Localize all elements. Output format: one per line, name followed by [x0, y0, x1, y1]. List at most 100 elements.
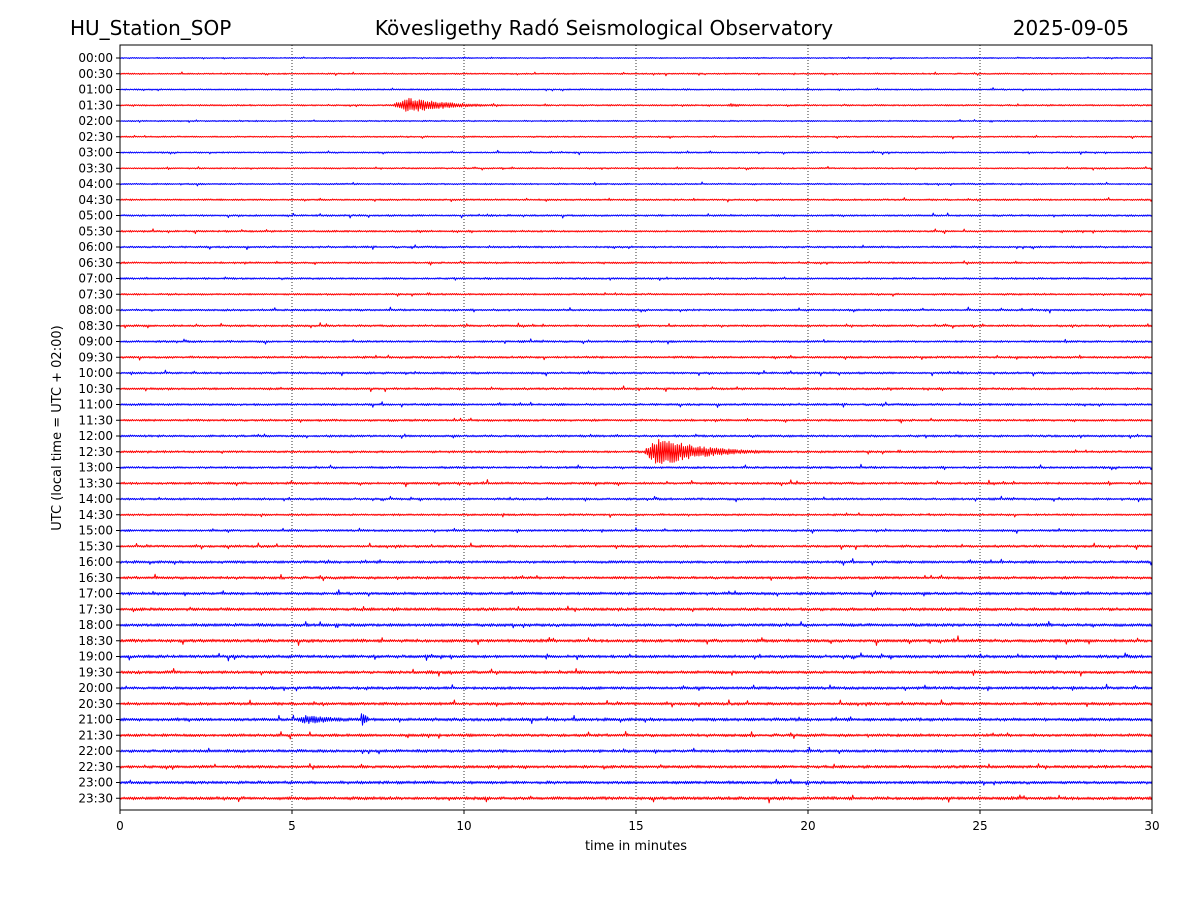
trace-rows: [119, 56, 1153, 804]
y-tick-label: 01:00: [78, 83, 113, 97]
trace-row-1100: [119, 401, 1153, 408]
y-axis-label: UTC (local time = UTC + 02:00): [50, 325, 65, 530]
trace-row-1830: [119, 635, 1153, 646]
trace-row-2130: [119, 730, 1153, 740]
trace-row-1400: [119, 495, 1153, 503]
y-tick-label: 19:00: [78, 650, 113, 664]
y-tick-label: 23:30: [78, 791, 113, 805]
trace-row-1530: [119, 542, 1153, 550]
y-tick-label: 06:30: [78, 256, 113, 270]
x-tick-label: 15: [628, 819, 643, 833]
trace-row-0500: [119, 212, 1153, 219]
y-tick-label: 22:30: [78, 760, 113, 774]
trace-row-0830: [119, 322, 1153, 329]
trace-row-1500: [119, 527, 1153, 534]
y-tick-label: 20:30: [78, 697, 113, 711]
y-tick-label: 01:30: [78, 98, 113, 112]
y-tick-label: 13:30: [78, 476, 113, 490]
y-tick-label: 15:30: [78, 539, 113, 553]
y-tick-label: 11:30: [78, 413, 113, 427]
observatory-title: Kövesligethy Radó Seismological Observat…: [375, 16, 833, 40]
y-tick-label: 09:00: [78, 335, 113, 349]
y-tick-label: 21:30: [78, 728, 113, 742]
x-tick-label: 20: [800, 819, 815, 833]
x-tick-label: 30: [1144, 819, 1159, 833]
y-tick-label: 08:00: [78, 303, 113, 317]
y-tick-label: 07:30: [78, 287, 113, 301]
y-tick-label: 19:30: [78, 665, 113, 679]
y-tick-label: 04:00: [78, 177, 113, 191]
y-tick-label: 12:30: [78, 445, 113, 459]
y-tick-label: 23:00: [78, 776, 113, 790]
trace-row-1630: [119, 573, 1153, 582]
trace-row-0000: [119, 56, 1153, 60]
y-tick-label: 17:00: [78, 587, 113, 601]
trace-row-2200: [119, 746, 1153, 755]
y-tick-label: 18:00: [78, 618, 113, 632]
y-tick-label: 02:30: [78, 130, 113, 144]
trace-row-1700: [119, 589, 1153, 598]
trace-row-2330: [119, 794, 1153, 804]
trace-row-1930: [119, 667, 1153, 677]
y-tick-label: 06:00: [78, 240, 113, 254]
y-tick-label: 03:30: [78, 161, 113, 175]
trace-row-1730: [119, 605, 1153, 613]
trace-row-1300: [119, 463, 1153, 471]
trace-row-0900: [119, 338, 1153, 345]
y-tick-label: 11:00: [78, 398, 113, 412]
y-tick-label: 14:00: [78, 492, 113, 506]
y-tick-label: 10:00: [78, 366, 113, 380]
trace-row-2100: [119, 713, 1153, 726]
x-axis-label: time in minutes: [585, 839, 687, 854]
trace-row-1230: [119, 439, 1153, 464]
y-tick-label: 20:00: [78, 681, 113, 695]
trace-row-2030: [119, 699, 1153, 708]
chart-date: 2025-09-05: [1013, 16, 1129, 40]
trace-row-1030: [119, 385, 1153, 393]
trace-row-1130: [119, 417, 1153, 424]
x-axis-ticks: 0 5 10 15 20 25 30: [116, 810, 1160, 833]
trace-row-0200: [119, 119, 1153, 123]
trace-row-0230: [119, 134, 1153, 140]
y-tick-label: 07:00: [78, 272, 113, 286]
trace-row-0930: [119, 354, 1153, 361]
y-tick-label: 17:30: [78, 602, 113, 616]
y-tick-label: 16:30: [78, 571, 113, 585]
trace-row-2230: [119, 763, 1153, 770]
trace-row-1000: [119, 369, 1153, 377]
y-tick-label: 21:00: [78, 713, 113, 727]
trace-row-0430: [119, 197, 1153, 203]
y-tick-label: 18:30: [78, 634, 113, 648]
trace-row-0800: [119, 306, 1153, 314]
y-tick-label: 10:30: [78, 382, 113, 396]
trace-row-0300: [119, 149, 1153, 156]
y-tick-label: 05:00: [78, 209, 113, 223]
trace-row-0630: [119, 260, 1153, 266]
trace-row-1430: [119, 512, 1153, 518]
trace-row-0600: [119, 244, 1153, 251]
x-tick-label: 0: [116, 819, 124, 833]
y-tick-label: 14:30: [78, 508, 113, 522]
x-tick-label: 10: [456, 819, 471, 833]
y-tick-label: 03:00: [78, 146, 113, 160]
trace-row-0330: [119, 165, 1153, 171]
trace-row-2000: [119, 683, 1153, 692]
y-tick-label: 12:00: [78, 429, 113, 443]
plot-frame: [119, 44, 1153, 811]
trace-row-0700: [119, 276, 1153, 281]
trace-row-0400: [119, 181, 1153, 187]
trace-row-0100: [119, 87, 1153, 92]
y-tick-label: 16:00: [78, 555, 113, 569]
y-tick-label: 00:00: [78, 51, 113, 65]
trace-row-0030: [119, 71, 1153, 77]
y-tick-label: 02:00: [78, 114, 113, 128]
y-tick-label: 15:00: [78, 524, 113, 538]
x-tick-label: 5: [288, 819, 296, 833]
y-tick-label: 22:00: [78, 744, 113, 758]
y-tick-label: 04:30: [78, 193, 113, 207]
grid-lines: [291, 45, 981, 810]
trace-row-2300: [119, 778, 1153, 786]
trace-row-1800: [119, 620, 1153, 629]
y-tick-label: 13:00: [78, 461, 113, 475]
